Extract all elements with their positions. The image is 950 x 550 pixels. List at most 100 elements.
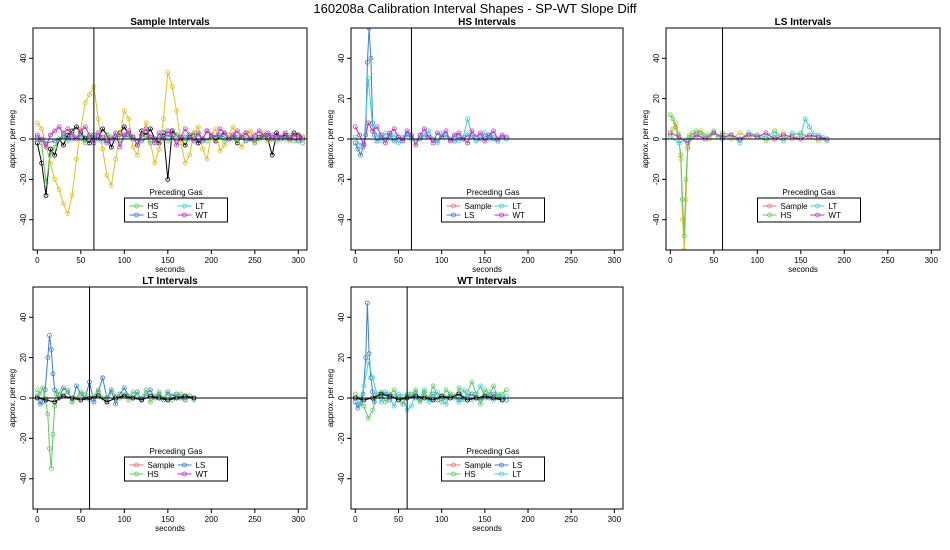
data-point	[52, 128, 58, 134]
x-tick-label: 250	[565, 256, 579, 265]
x-tick-label: 50	[394, 256, 403, 265]
data-point	[43, 180, 49, 186]
data-point	[50, 431, 56, 437]
data-point	[34, 387, 40, 393]
series-line	[36, 126, 303, 149]
x-axis-label: seconds	[155, 524, 185, 533]
y-tick-label: -40	[337, 213, 346, 225]
data-point	[400, 401, 406, 407]
legend-swatch-point	[134, 462, 139, 468]
data-point	[667, 112, 673, 118]
data-point	[169, 84, 175, 89]
data-point	[371, 132, 377, 138]
data-point	[100, 126, 105, 132]
data-point	[217, 148, 223, 154]
data-point	[78, 389, 84, 395]
data-point	[491, 383, 496, 389]
data-point	[456, 385, 462, 391]
data-point	[383, 140, 388, 146]
x-tick-label: 250	[248, 256, 262, 265]
data-point	[200, 146, 206, 152]
data-point	[108, 144, 114, 150]
data-point	[156, 146, 162, 152]
y-tick-label: 20	[652, 94, 661, 103]
data-point	[737, 130, 743, 136]
data-point	[358, 152, 363, 158]
data-point	[443, 387, 449, 393]
data-point	[56, 124, 62, 130]
data-point	[478, 130, 483, 136]
data-point	[711, 130, 717, 136]
data-point	[182, 126, 188, 132]
y-tick-label: 0	[337, 136, 346, 141]
data-point	[61, 130, 66, 136]
legend-swatch-point	[451, 471, 456, 477]
x-tick-label: 300	[608, 515, 622, 524]
legend-label: LT	[196, 202, 205, 211]
data-point	[69, 193, 75, 198]
data-point	[74, 156, 79, 162]
x-tick-label: 0	[353, 515, 358, 524]
x-tick-label: 0	[353, 256, 358, 265]
legend: Preceding Gas Sample LT HS WT	[757, 188, 861, 223]
data-point	[45, 411, 51, 417]
series-group	[34, 332, 197, 472]
x-tick-label: 300	[925, 256, 939, 265]
data-point	[174, 108, 179, 114]
legend-box	[124, 197, 228, 223]
data-point	[95, 387, 101, 393]
data-point	[61, 385, 66, 391]
data-point	[361, 142, 367, 148]
legend-label: LT	[513, 470, 522, 479]
y-tick-label: 0	[19, 136, 28, 141]
data-point	[121, 124, 127, 130]
data-point	[370, 128, 376, 134]
data-point	[391, 132, 397, 138]
series-line	[670, 117, 828, 144]
y-tick-label: -40	[19, 213, 28, 225]
y-tick-label: -40	[337, 472, 346, 484]
data-point	[430, 383, 436, 389]
data-point	[130, 144, 136, 150]
y-axis-label: approx. per meg	[8, 110, 17, 168]
data-point	[104, 132, 110, 138]
data-point	[368, 55, 374, 61]
data-point	[52, 399, 58, 405]
data-point	[195, 130, 201, 136]
data-point	[165, 391, 171, 397]
data-point	[370, 389, 376, 395]
x-axis-label: seconds	[788, 265, 818, 274]
data-point	[143, 126, 149, 132]
legend-label: HS	[148, 202, 159, 211]
data-point	[152, 140, 158, 146]
data-point	[121, 132, 127, 138]
y-axis-label: approx. per meg	[8, 369, 17, 427]
data-point	[204, 128, 210, 134]
data-point	[121, 108, 127, 114]
panel-hs: HS Intervals 0 50 100 150 200 250 300 -40 -20 0 20 4…	[326, 17, 624, 274]
x-tick-label: 150	[478, 515, 492, 524]
series-group	[352, 300, 509, 421]
series-group	[352, 28, 509, 158]
data-point	[265, 130, 271, 136]
legend-label: Sample	[148, 461, 176, 470]
legend-swatch-point	[499, 471, 504, 477]
x-tick-label: 300	[608, 256, 622, 265]
data-point	[807, 124, 812, 130]
legend-swatch-point	[182, 462, 187, 468]
data-point	[482, 387, 488, 393]
data-point	[40, 385, 45, 391]
data-point	[156, 389, 162, 395]
y-tick-label: 20	[337, 353, 346, 362]
legend-swatch-point	[134, 212, 139, 218]
panel-lt: LT Intervals 0 50 100 150 200 250 300 -40 -20 0 20 4…	[8, 276, 308, 533]
data-point	[169, 132, 175, 138]
data-point	[130, 389, 136, 395]
data-point	[37, 391, 43, 397]
data-point	[139, 132, 145, 138]
legend: Preceding Gas Sample LT LS WT	[441, 188, 545, 223]
legend-swatch-point	[182, 471, 187, 477]
legend-label: WT	[829, 211, 842, 220]
